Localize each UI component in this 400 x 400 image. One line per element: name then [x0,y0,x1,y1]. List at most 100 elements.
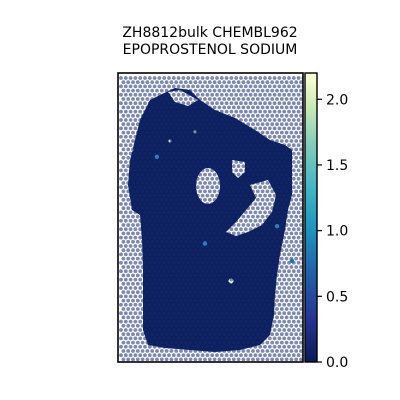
tissue-spot [123,319,128,324]
tissue-spot [287,151,291,156]
tissue-spot [159,256,164,261]
tissue-spot [241,332,246,337]
tissue-spot [200,260,205,265]
tissue-spot [208,366,212,370]
tissue-spot [219,269,224,274]
tissue-spot [217,281,222,286]
tissue-spot [169,340,174,345]
tissue-spot [229,336,234,341]
tissue-spot [287,168,291,173]
tissue-spot [260,130,265,135]
tissue-spot [140,273,145,278]
tissue-spot [176,92,181,97]
tissue-spot [231,214,236,219]
tissue-spot [188,88,193,93]
tissue-spot [140,265,145,269]
tissue-spot [258,151,263,156]
tissue-spot [258,176,263,181]
tissue-spot [222,189,227,194]
tissue-spot [164,105,169,110]
tissue-spot [260,332,265,337]
tissue-spot [167,176,171,181]
tissue-spot [277,126,282,131]
tissue-spot [198,147,203,152]
tissue-spot [195,244,200,248]
tissue-spot [174,130,179,135]
tissue-spot [123,109,128,114]
tissue-spot [229,118,234,122]
tissue-spot [236,88,241,93]
tissue-spot [239,134,243,139]
tissue-spot [212,189,217,194]
tissue-spot [155,164,159,169]
tissue-spot [253,260,258,265]
tissue-spot [231,147,236,152]
tissue-spot [267,227,272,232]
tissue-spot [176,210,181,215]
colorbar-axis: 0.00.51.01.52.0 [317,92,348,371]
tissue-spot [157,252,162,257]
tissue-spot [188,273,193,278]
tissue-spot [207,290,212,295]
tissue-spot [210,336,215,341]
tissue-spot [243,118,248,122]
tissue-spot [126,105,131,110]
tissue-spot [176,294,181,299]
tissue-spot [246,265,251,269]
tissue-spot [260,97,265,101]
tissue-spot [246,130,251,135]
tissue-spot [203,256,207,261]
tissue-spot [186,76,191,80]
tissue-spot [186,328,191,332]
tissue-spot [272,202,277,206]
tissue-spot [179,80,183,85]
tissue-spot [198,332,203,337]
tissue-spot [119,235,123,240]
tissue-spot [265,130,270,135]
tissue-spot [198,290,203,295]
tissue-spot [282,92,287,97]
tissue-spot [291,101,296,106]
tissue-spot [282,176,287,181]
tissue-spot [131,248,135,253]
tissue-spot [215,260,219,265]
tissue-spot [147,244,152,248]
tissue-spot [157,143,162,148]
tissue-spot [193,223,198,227]
tissue-spot [217,164,222,169]
tissue-spot [133,202,138,206]
tissue-spot [256,366,260,370]
tissue-spot [162,118,167,122]
tissue-spot [193,105,198,110]
tissue-spot [231,181,236,185]
tissue-spot [169,189,174,194]
tissue-spot [205,143,210,148]
tissue-spot [224,151,229,156]
tissue-spot [179,181,183,185]
tissue-spot [263,260,267,265]
tissue-spot [155,139,159,143]
tissue-spot [253,143,258,148]
tissue-spot [183,122,188,127]
tissue-spot [229,252,234,257]
tissue-spot [203,181,207,185]
tissue-spot [219,160,224,164]
tissue-spot [236,139,241,143]
tissue-spot [284,181,289,185]
tissue-spot [219,235,224,240]
tissue-spot [131,147,135,152]
tissue-spot [155,88,159,93]
tissue-spot [159,273,164,278]
tissue-spot [246,105,251,110]
tissue-spot [207,164,212,169]
tissue-spot [284,130,289,135]
tissue-spot [258,143,263,148]
tissue-spot [131,214,135,219]
tissue-spot [265,273,270,278]
tissue-spot [176,168,181,173]
tissue-spot [145,248,150,253]
tissue-spot [138,193,143,198]
tissue-spot [203,88,207,93]
colorbar-tick-label: 1.5 [326,158,348,174]
tissue-spot [169,357,174,362]
